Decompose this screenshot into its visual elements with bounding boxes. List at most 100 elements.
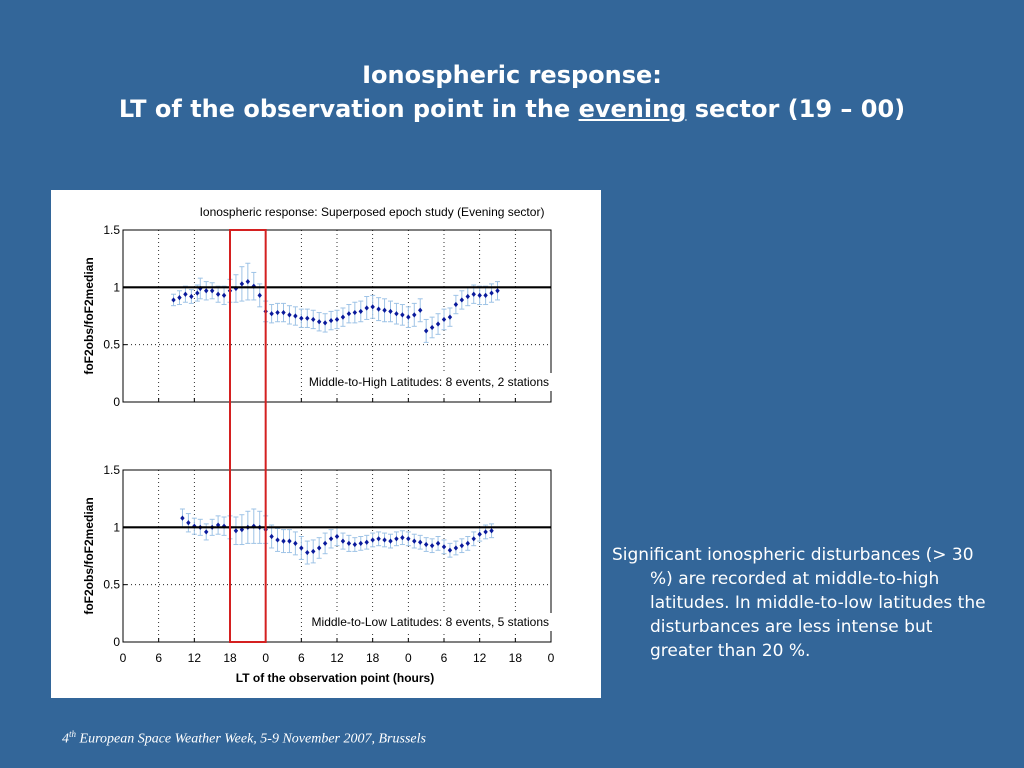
- data-point: [287, 538, 292, 544]
- data-point: [215, 522, 221, 528]
- x-tick-label: 6: [298, 651, 305, 665]
- x-tick-label: 0: [120, 651, 127, 665]
- slide-title: Ionospheric response: LT of the observat…: [0, 58, 1024, 126]
- y-tick-label: 0.5: [103, 338, 120, 352]
- data-point: [299, 545, 304, 551]
- data-point: [275, 309, 280, 316]
- data-point: [459, 543, 465, 549]
- data-point: [388, 308, 393, 315]
- data-point: [376, 306, 381, 312]
- data-point: [447, 314, 453, 320]
- data-point: [364, 539, 369, 545]
- x-tick-label: 6: [155, 651, 162, 665]
- data-point: [334, 316, 340, 323]
- data-point: [435, 540, 441, 546]
- data-point: [358, 540, 363, 546]
- data-point: [204, 529, 209, 535]
- title-prefix: LT of the observation point in the: [118, 95, 579, 123]
- data-point: [429, 543, 435, 549]
- figure-panel: Ionospheric response: Superposed epoch s…: [51, 190, 601, 698]
- y-axis-label: foF2obs/foF2median: [82, 257, 96, 374]
- data-point: [305, 315, 310, 321]
- data-point: [177, 295, 182, 301]
- data-point: [316, 545, 322, 551]
- data-point: [388, 538, 393, 544]
- data-point: [352, 541, 358, 548]
- data-point: [370, 304, 375, 310]
- x-tick-label: 6: [441, 651, 448, 665]
- annotation-background: [308, 613, 552, 631]
- x-tick-label: 0: [262, 651, 269, 665]
- data-point: [293, 540, 298, 546]
- data-point: [370, 537, 375, 543]
- data-point: [305, 549, 310, 556]
- data-series-1: [179, 508, 495, 565]
- data-point: [376, 536, 381, 542]
- data-point: [346, 311, 352, 317]
- data-point: [233, 528, 239, 534]
- data-point: [316, 319, 322, 325]
- data-point: [423, 328, 429, 334]
- data-point: [447, 547, 453, 553]
- data-point: [269, 311, 274, 317]
- data-point: [453, 545, 459, 551]
- x-tick-label: 18: [509, 651, 523, 665]
- data-point: [346, 540, 352, 546]
- data-point: [189, 293, 194, 300]
- data-point: [340, 538, 346, 544]
- data-point: [441, 544, 447, 550]
- data-point: [382, 307, 387, 313]
- data-point: [221, 292, 227, 298]
- footer: 4th European Space Weather Week, 5-9 Nov…: [62, 729, 426, 748]
- data-point: [418, 539, 423, 545]
- y-axis-label: foF2obs/foF2median: [82, 497, 96, 614]
- chart-figure: Ionospheric response: Superposed epoch s…: [82, 205, 555, 685]
- data-point: [322, 540, 328, 546]
- data-point: [441, 316, 447, 323]
- data-point: [483, 529, 488, 535]
- x-tick-label: 18: [223, 651, 237, 665]
- data-point: [352, 309, 358, 316]
- data-point: [281, 538, 286, 544]
- data-point: [215, 291, 221, 297]
- title-suffix: sector (19 – 00): [686, 95, 906, 123]
- data-point: [406, 314, 411, 320]
- annotation-background: [305, 373, 552, 391]
- footer-ordinal-suffix: th: [69, 729, 77, 739]
- data-point: [412, 312, 417, 318]
- data-point: [180, 515, 185, 521]
- data-point: [358, 308, 363, 315]
- data-point: [489, 528, 494, 534]
- title-emphasis: evening: [578, 95, 687, 123]
- data-point: [311, 316, 316, 323]
- data-point: [382, 537, 387, 543]
- slide-title-line2: LT of the observation point in the eveni…: [0, 92, 1024, 126]
- data-point: [239, 281, 245, 287]
- data-point: [322, 320, 328, 326]
- data-point: [293, 313, 298, 319]
- data-point: [418, 307, 423, 313]
- data-point: [471, 536, 476, 542]
- data-point: [423, 541, 429, 548]
- data-point: [394, 311, 399, 317]
- highlight-box-evening: [229, 229, 267, 643]
- data-point: [400, 535, 405, 541]
- x-tick-label: 0: [405, 651, 412, 665]
- data-point: [394, 536, 399, 542]
- chart-title: Ionospheric response: Superposed epoch s…: [200, 205, 545, 219]
- data-point: [186, 520, 191, 526]
- data-point: [311, 548, 316, 555]
- y-tick-label: 0: [113, 395, 120, 409]
- y-tick-label: 1: [113, 520, 120, 534]
- x-axis-label: LT of the observation point (hours): [236, 671, 434, 685]
- side-text-paragraph: Significant ionospheric disturbances (> …: [612, 545, 986, 661]
- data-point: [195, 290, 200, 296]
- annotation-label: Middle-to-High Latitudes: 8 events, 2 st…: [309, 375, 549, 389]
- data-point: [364, 305, 369, 311]
- data-point: [287, 312, 292, 318]
- x-tick-label: 12: [188, 651, 202, 665]
- side-text: Significant ionospheric disturbances (> …: [612, 543, 997, 663]
- data-point: [281, 309, 286, 316]
- x-tick-label: 12: [330, 651, 344, 665]
- footer-text: European Space Weather Week, 5-9 Novembe…: [76, 731, 426, 747]
